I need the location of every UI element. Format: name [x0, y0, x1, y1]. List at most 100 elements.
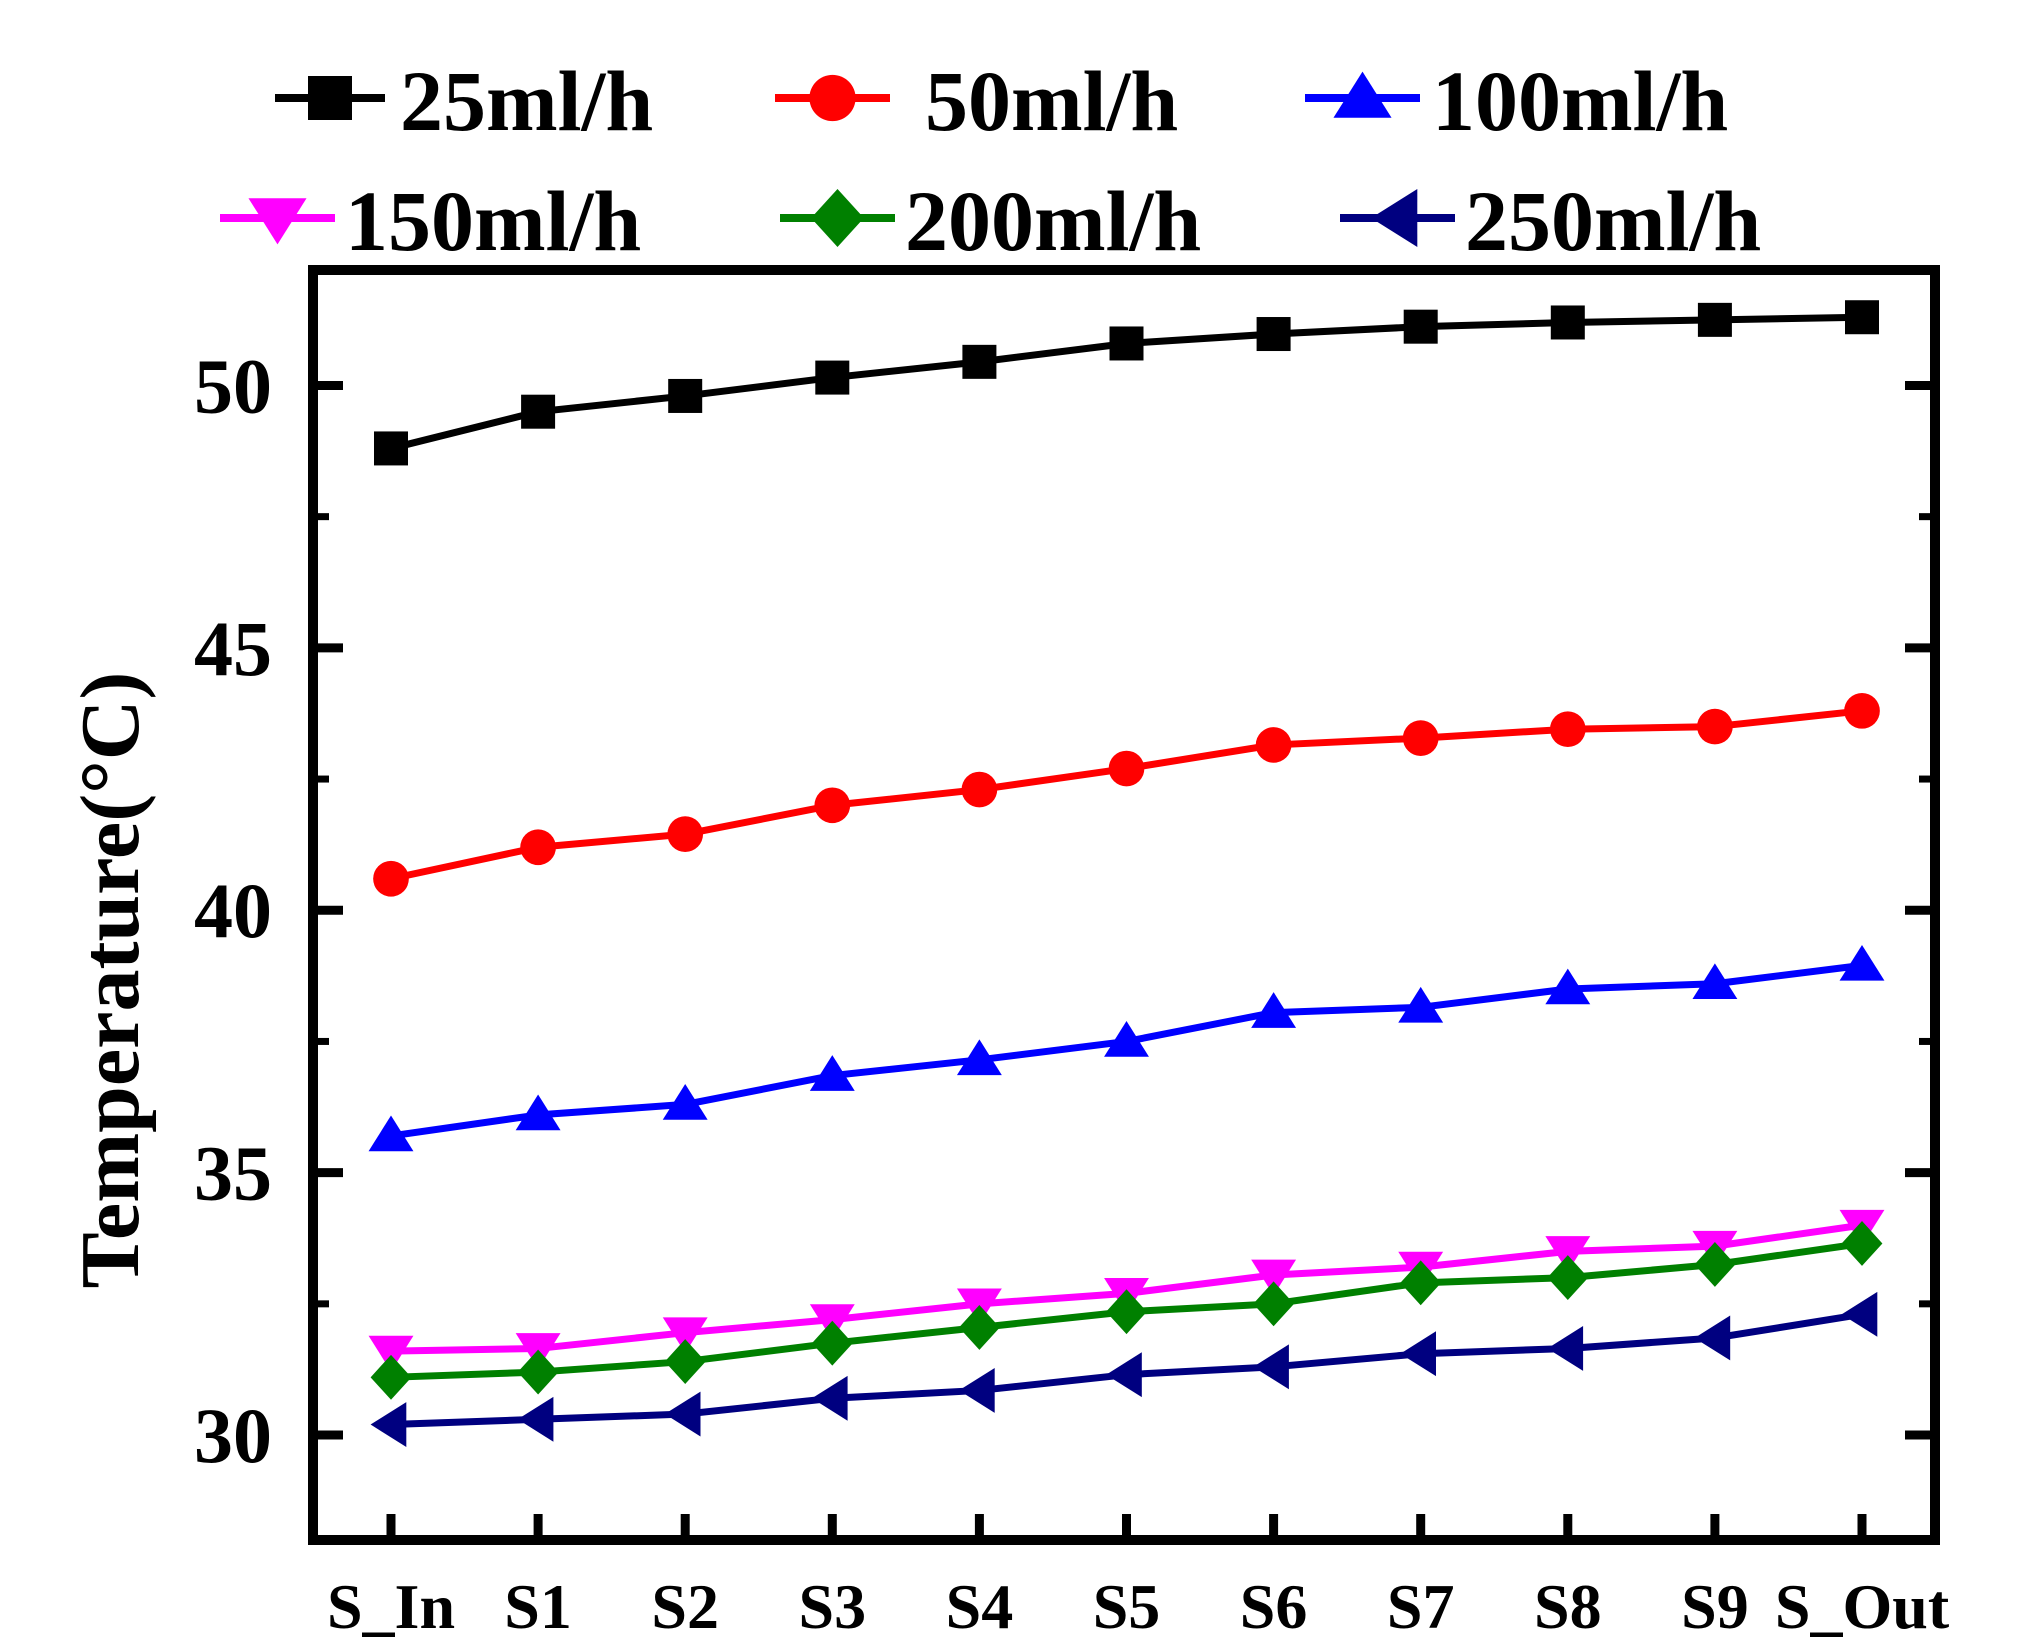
x-tick-label: S8 [1534, 1571, 1602, 1642]
legend-label: 250ml/h [1465, 173, 1761, 269]
data-point [368, 1335, 414, 1372]
series-200ml/h [370, 1221, 1883, 1400]
data-point [1255, 727, 1292, 763]
data-point [1694, 1315, 1731, 1361]
y-tick-label: 45 [194, 605, 272, 692]
data-point [956, 1039, 1002, 1076]
data-point [515, 1094, 561, 1131]
legend-marker [248, 198, 307, 245]
x-tick-label: S9 [1681, 1571, 1749, 1642]
series-layer [368, 300, 1885, 1447]
data-point [1549, 711, 1586, 748]
data-point [809, 1055, 855, 1091]
data-point [1253, 1344, 1289, 1390]
y-tick-label: 35 [194, 1130, 272, 1217]
data-point [1402, 720, 1439, 756]
legend-label: 150ml/h [345, 173, 641, 269]
data-point [811, 1375, 848, 1421]
x-tick-label: S1 [504, 1571, 572, 1642]
y-tick-label: 50 [194, 342, 272, 429]
data-point [1692, 963, 1738, 1000]
data-point [1844, 692, 1880, 729]
x-tick-label: S4 [946, 1571, 1014, 1642]
data-point [370, 1402, 407, 1447]
data-point [1251, 1259, 1297, 1296]
data-point [1550, 305, 1585, 340]
data-point [1841, 1291, 1878, 1337]
data-point [1545, 1236, 1591, 1272]
data-point [370, 1354, 412, 1400]
data-point [1104, 1021, 1149, 1057]
x-tick-label: S7 [1387, 1571, 1455, 1642]
x-axis: S_In S1 S2 S3 S4 S5 S6 S7 S8 S9 S_Out [327, 1514, 1950, 1642]
data-point [1109, 326, 1144, 361]
y-axis: 30 35 40 45 50 [194, 342, 1935, 1479]
data-point [1400, 1260, 1442, 1306]
data-point [815, 360, 850, 395]
data-point [664, 1339, 706, 1385]
data-point [1547, 1255, 1589, 1301]
data-point [1547, 1326, 1584, 1371]
series-50ml/h [373, 692, 1880, 897]
legend-entry-150ml/h: 150ml/h [220, 173, 641, 269]
legend-label: 200ml/h [905, 173, 1201, 269]
legend-entry-50ml/h: 50ml/h [775, 53, 1178, 149]
legend-entry-100ml/h: 100ml/h [1305, 53, 1728, 149]
data-point [1697, 302, 1732, 337]
legend-marker [1371, 188, 1418, 248]
series-250ml/h [370, 1291, 1878, 1447]
y-tick-label: 40 [194, 867, 272, 954]
x-tick-label: S_In [327, 1571, 455, 1642]
data-point [1398, 986, 1444, 1023]
data-point [1403, 309, 1438, 344]
series-25ml/h [374, 300, 1879, 466]
data-point [962, 344, 997, 379]
data-point [1839, 944, 1885, 981]
y-axis-title: Temperature(°C) [64, 672, 157, 1289]
data-point [1400, 1331, 1436, 1377]
data-point [667, 816, 704, 853]
data-point [664, 1391, 701, 1437]
x-tick-label: S5 [1093, 1571, 1161, 1642]
series-100ml/h [368, 944, 1885, 1152]
data-point [1106, 1289, 1147, 1335]
y-tick-label: 30 [194, 1392, 272, 1479]
data-point [374, 431, 408, 466]
x-tick-label: S3 [799, 1571, 867, 1642]
legend: 25ml/h 50ml/h 100ml/h 150ml/h 200ml/h 250ml/h [220, 53, 1761, 269]
x-tick-label: S2 [651, 1571, 719, 1642]
data-point [662, 1317, 708, 1354]
data-point [517, 1349, 559, 1395]
data-point [961, 771, 998, 808]
series-line [390, 707, 1863, 883]
data-point [959, 1367, 995, 1413]
legend-entry-250ml/h: 250ml/h [1340, 173, 1761, 269]
data-point [373, 860, 409, 897]
legend-marker [809, 74, 856, 122]
data-point [1845, 300, 1879, 335]
data-point [521, 394, 556, 429]
data-point [814, 787, 851, 824]
data-point [520, 829, 556, 866]
data-point [1694, 1242, 1736, 1287]
legend-label: 25ml/h [400, 53, 653, 149]
data-point [959, 1305, 1000, 1350]
data-point [1253, 1281, 1294, 1327]
x-tick-label: S6 [1240, 1571, 1308, 1642]
legend-marker [811, 188, 864, 248]
data-point [1108, 750, 1145, 787]
data-point [1251, 992, 1297, 1028]
data-point [368, 1115, 414, 1152]
x-tick-label: S_Out [1775, 1571, 1950, 1642]
legend-marker [308, 76, 352, 120]
legend-entry-25ml/h: 25ml/h [275, 53, 653, 149]
data-point [1545, 968, 1591, 1005]
legend-label: 100ml/h [1432, 53, 1728, 149]
data-point [1256, 317, 1291, 352]
legend-marker [1333, 71, 1392, 118]
legend-label: 50ml/h [925, 53, 1178, 149]
data-point [668, 378, 703, 413]
data-point [662, 1084, 708, 1120]
data-point [811, 1320, 853, 1366]
